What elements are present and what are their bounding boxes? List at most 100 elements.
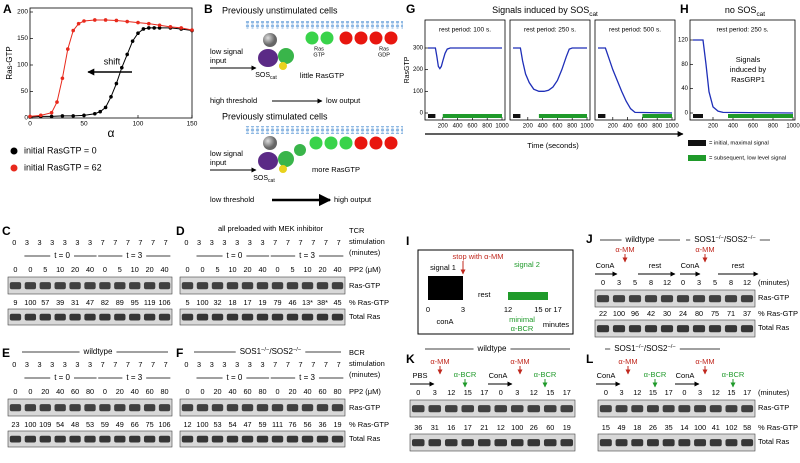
blot-band: [678, 439, 691, 447]
data-point: [82, 113, 86, 118]
group-header: SOS1−/−/SOS2−/−: [240, 347, 302, 357]
lane-label: 60: [546, 423, 554, 432]
lane-label: 19: [258, 298, 266, 307]
blot-band: [527, 439, 541, 447]
blot-band: [241, 435, 254, 443]
data-point: [120, 65, 124, 70]
lane-label: 95: [131, 298, 139, 307]
signal-bar: [538, 114, 587, 118]
data-point: [103, 105, 108, 110]
y-tick-label: 100: [17, 62, 28, 69]
lane-label: 36: [318, 420, 326, 429]
panel-label: E: [2, 346, 10, 360]
x-tick-label: 1000: [580, 124, 594, 130]
group-header: SOS1−/−/SOS2−/−: [614, 344, 676, 354]
lane-label: 12: [530, 388, 538, 397]
lane-label: 56: [303, 420, 311, 429]
plot-frame: [509, 19, 591, 121]
blot-band: [211, 282, 224, 290]
blot-band: [158, 282, 171, 290]
lane-label: 40: [333, 265, 341, 274]
lane-label: 23: [11, 420, 19, 429]
blot-band: [129, 282, 141, 290]
blot-band: [411, 439, 425, 447]
blot-band: [143, 282, 156, 290]
blot-band: [615, 405, 628, 413]
lane-label: 0: [184, 238, 188, 247]
data-point: [190, 28, 194, 32]
series-line: [29, 27, 193, 118]
blot-band: [114, 282, 126, 290]
lane-label: 12: [712, 388, 720, 397]
lane-label: 89: [116, 298, 124, 307]
lane-label: 7: [324, 238, 328, 247]
lane-label: 53: [86, 420, 94, 429]
blot-band: [560, 439, 574, 447]
lane-label: 20: [288, 387, 296, 396]
signal-bar: [513, 114, 521, 118]
panel-label: D: [176, 224, 185, 238]
label: low signal: [210, 149, 243, 158]
lane-label: 100: [613, 309, 625, 318]
x-axis-label: α: [108, 126, 115, 140]
text-part: /SOS2: [724, 235, 748, 244]
label: input: [210, 56, 227, 65]
treatment-label: α-BCR: [722, 370, 745, 379]
lane-label: 40: [131, 387, 139, 396]
lane-label: 22: [599, 309, 607, 318]
lane-label: 0: [200, 265, 204, 274]
lane-label: 17: [563, 388, 571, 397]
treatment-label: α-MM: [695, 357, 714, 366]
blot-band: [676, 325, 690, 333]
blot-band: [612, 295, 626, 303]
data-point: [130, 39, 135, 43]
data-point: [98, 109, 102, 114]
treatment-label: α-MM: [430, 357, 449, 366]
blot-band: [84, 404, 96, 412]
x-tick-label: 50: [80, 121, 88, 128]
lane-label: 12: [447, 388, 455, 397]
blot-band: [271, 435, 284, 443]
row-label: Total Ras: [758, 437, 790, 446]
text-part: SOS1: [614, 344, 636, 353]
lane-label: 3: [75, 238, 79, 247]
blot-band: [301, 435, 314, 443]
panel-label: F: [176, 346, 183, 360]
row-label: PP2 (μM): [349, 387, 381, 396]
row-label: Ras-GTP: [758, 403, 789, 412]
blot-band: [196, 404, 209, 412]
panel-label: B: [204, 2, 213, 16]
y-tick-label: 0: [420, 111, 424, 117]
data-point: [49, 110, 54, 115]
sos: [258, 152, 278, 170]
series-line: [29, 19, 193, 117]
annotation: Signals: [736, 55, 761, 64]
lane-label: 7: [164, 238, 168, 247]
blot-band: [725, 405, 738, 413]
lane-label: 66: [131, 420, 139, 429]
sos: [258, 49, 278, 67]
x-tick-label: 400: [538, 124, 549, 130]
lane-label: 20: [213, 387, 221, 396]
treatment-label: α-BCR: [644, 370, 667, 379]
panel-b-drawing: [210, 21, 403, 207]
label: high output: [334, 195, 372, 204]
blot-band: [694, 439, 707, 447]
label: input: [210, 158, 227, 167]
label: signal 1: [430, 263, 456, 272]
data-point: [39, 113, 43, 118]
blot-band: [708, 295, 722, 303]
ras: [278, 151, 294, 167]
blot-band: [256, 435, 269, 443]
blot-band: [99, 313, 111, 321]
blot-band: [24, 435, 37, 443]
treatment-label: α-BCR: [454, 370, 477, 379]
panel-label: J: [586, 232, 593, 246]
blot-band: [181, 282, 194, 290]
lane-label: 3: [75, 360, 79, 369]
row-label: % Ras-GTP: [758, 309, 798, 318]
label: 0: [426, 305, 430, 314]
legend-label: = initial, maximal signal: [709, 141, 769, 147]
group-header: t = 3: [126, 251, 142, 260]
lane-label: 7: [286, 360, 290, 369]
